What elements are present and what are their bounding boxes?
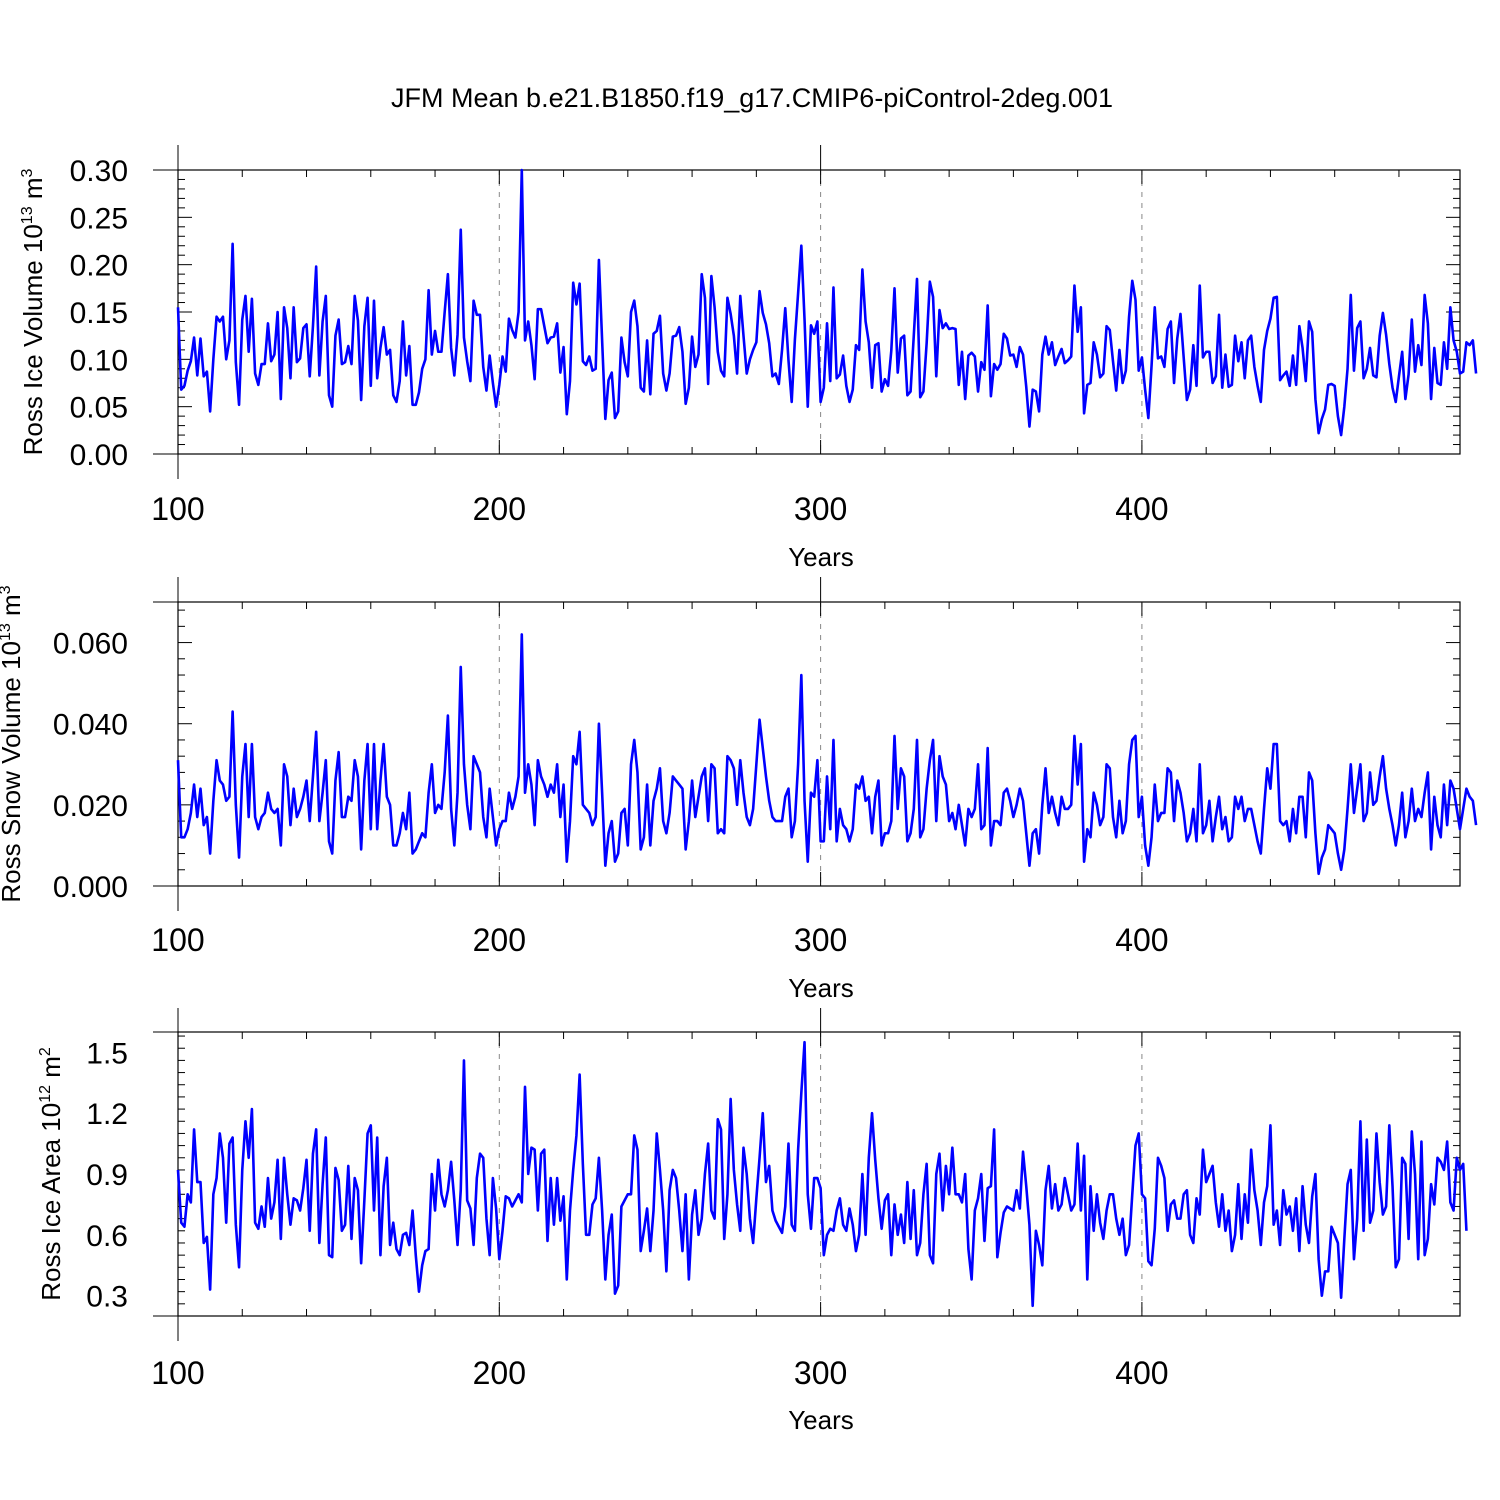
y-tick-label: 0.6 [86, 1220, 128, 1253]
y-tick-label: 0.30 [70, 155, 128, 188]
x-axis-title: Years [788, 1405, 854, 1435]
y-tick-label: 0.020 [53, 790, 128, 823]
panel-ross-ice-area: 100 200 300 400 0.3 0.6 0.9 1.2 1.5 Years Ross Ice… [36, 1008, 1468, 1435]
x-tick-label: 200 [473, 491, 526, 527]
y-tick-label: 0.3 [86, 1281, 128, 1314]
x-tick-label: 300 [794, 491, 847, 527]
y-tick-label: 0.040 [53, 709, 128, 742]
x-axis-title: Years [788, 973, 854, 1003]
x-tick-label: 200 [473, 1355, 526, 1391]
y-axis-title: Ross Snow Volume 1013 m3 [0, 585, 26, 902]
series-line [176, 168, 1478, 437]
x-tick-label: 100 [151, 1355, 204, 1391]
x-tick-label: 100 [151, 922, 204, 958]
x-tick-label: 300 [794, 1355, 847, 1391]
y-tick-label: 0.9 [86, 1159, 128, 1192]
y-tick-label: 0.00 [70, 439, 128, 472]
y-tick-label: 0.10 [70, 344, 128, 377]
x-tick-label: 400 [1115, 922, 1168, 958]
panel-ross-ice-volume: 100 200 300 400 0.00 0.05 0.10 0.15 0.20 0.25 0.30… [18, 145, 1478, 572]
y-tick-label: 0.15 [70, 297, 128, 330]
y-tick-label: 1.2 [86, 1098, 128, 1131]
y-tick-label: 0.20 [70, 250, 128, 283]
panel-ross-snow-volume: 100 200 300 400 0.000 0.020 0.040 0.060 Years Ros… [0, 577, 1478, 1003]
y-axis-title: Ross Ice Volume 1013 m3 [18, 168, 48, 455]
y-tick-label: 0.05 [70, 392, 128, 425]
y-axis-title: Ross Ice Area 1012 m2 [36, 1047, 66, 1301]
plot-frame [177, 601, 1461, 887]
y-tick-label: 0.060 [53, 628, 128, 661]
x-axis-title: Years [788, 542, 854, 572]
series-line [176, 633, 1478, 876]
y-tick-label: 0.000 [53, 871, 128, 904]
x-tick-label: 200 [473, 922, 526, 958]
x-tick-label: 400 [1115, 491, 1168, 527]
x-tick-label: 300 [794, 922, 847, 958]
y-tick-label: 0.25 [70, 202, 128, 235]
x-tick-label: 400 [1115, 1355, 1168, 1391]
y-tick-label: 1.5 [86, 1037, 128, 1070]
figure-title: JFM Mean b.e21.B1850.f19_g17.CMIP6-piCon… [391, 83, 1113, 113]
x-tick-label: 100 [151, 491, 204, 527]
series-line [176, 1040, 1468, 1308]
